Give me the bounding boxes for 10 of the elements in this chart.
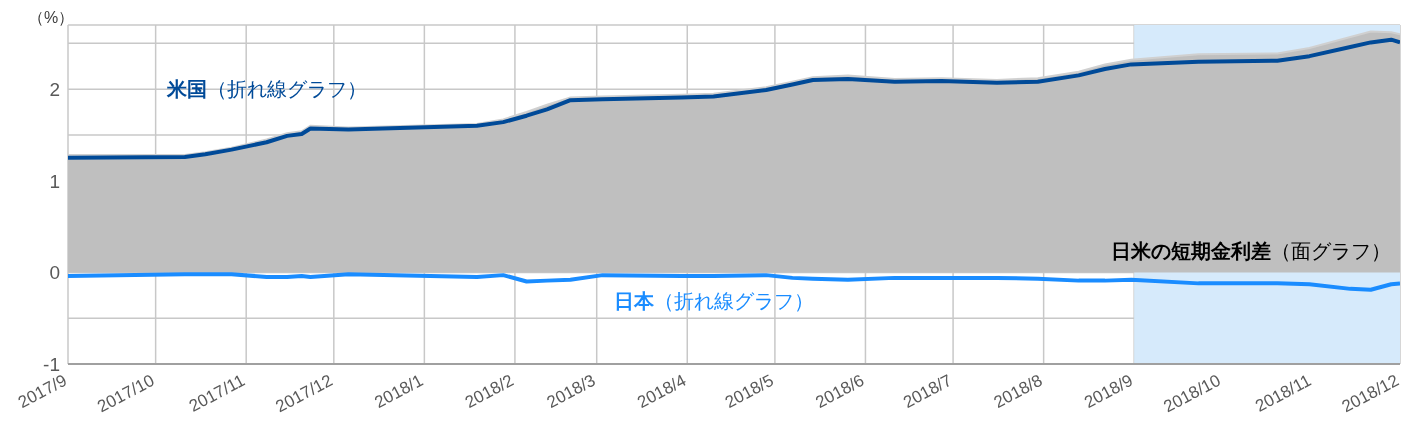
y-tick-label: 2 [49, 78, 60, 100]
y-tick-label: -1 [43, 353, 60, 375]
line-series [68, 272, 1400, 292]
y-axis-title: （%） [28, 9, 75, 26]
y-tick-label: 1 [49, 170, 60, 192]
line-series [68, 37, 1400, 160]
y-tick-label: 0 [49, 262, 60, 284]
series-label: 米国（折れ線グラフ） [165, 78, 367, 101]
series-label: 日米の短期金利差（面グラフ） [1111, 240, 1392, 263]
series-label: 日本（折れ線グラフ） [613, 290, 814, 313]
